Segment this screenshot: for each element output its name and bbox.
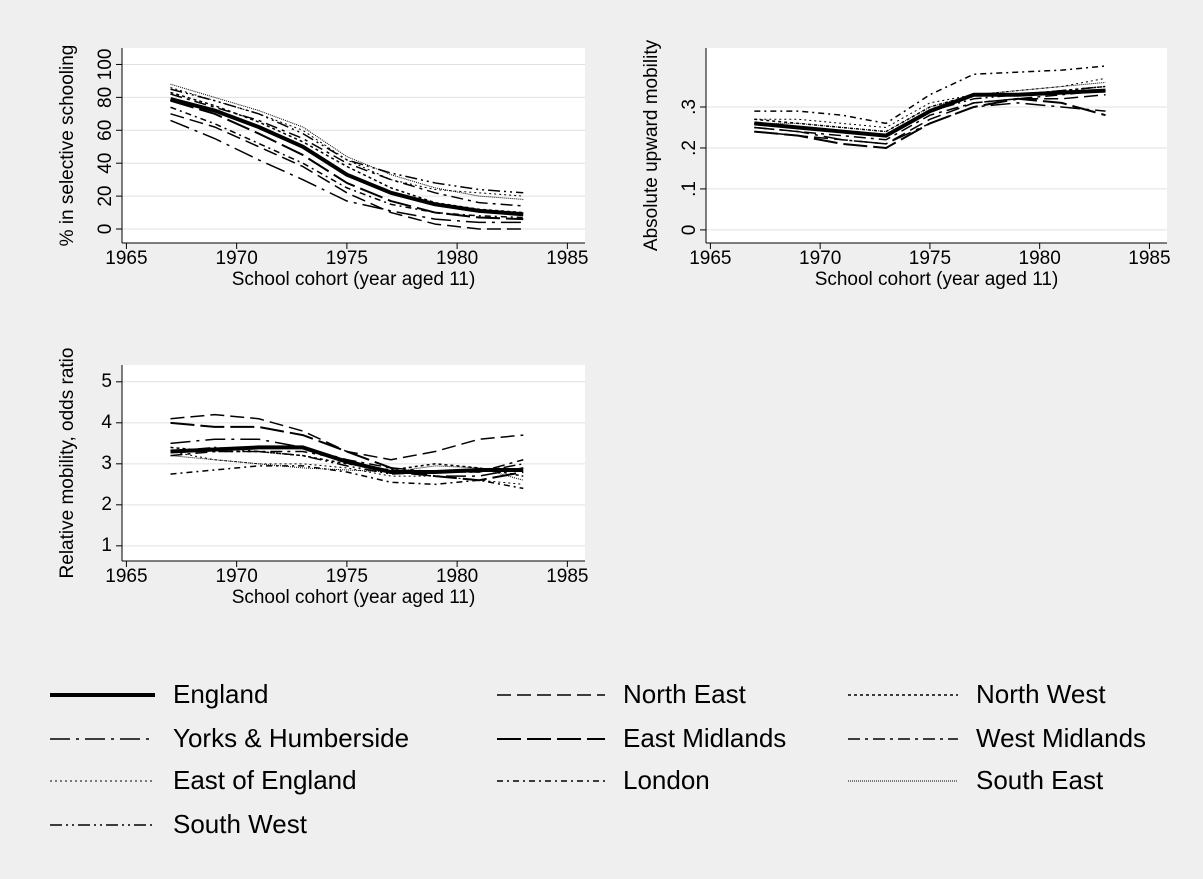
x-tick-label: 1985 [1128,248,1170,269]
plot-area [122,48,585,243]
legend-label: South West [173,809,308,839]
series-line [170,93,524,207]
series-line [170,106,524,219]
series-line [170,88,524,194]
series-line [170,83,524,200]
y-tick-label: 3 [101,453,112,474]
series-line [170,119,524,224]
y-tick-label: .3 [679,99,700,115]
y-tick-label: 40 [95,153,116,174]
x-tick-label: 1980 [1019,248,1061,269]
x-tick-label: 1975 [909,248,951,269]
legend-label: North East [623,679,747,709]
series-line [170,465,524,490]
legend-label: North West [976,679,1106,709]
x-axis-title: School cohort (year aged 11) [232,587,476,608]
series-line [170,450,524,473]
series-line [754,93,1106,145]
x-axis-title: School cohort (year aged 11) [232,269,476,290]
series-line [754,97,1106,149]
y-tick-label: 80 [95,87,116,108]
series-line [754,65,1106,125]
legend-label: East of England [173,765,357,795]
legend-label: London [623,765,710,795]
legend-label: England [173,679,268,709]
y-axis-title: Absolute upward mobility [641,39,662,251]
y-tick-label: 0 [95,224,116,235]
y-tick-label: 0 [679,225,700,236]
y-tick-label: .1 [679,181,700,197]
x-tick-label: 1985 [546,566,588,587]
x-tick-label: 1965 [105,248,147,269]
x-tick-label: 1980 [436,248,478,269]
y-tick-label: 5 [101,371,112,392]
y-tick-label: 2 [101,494,112,515]
x-tick-label: 1975 [326,248,368,269]
x-tick-label: 1970 [799,248,841,269]
x-axis-title: School cohort (year aged 11) [815,269,1059,290]
legend-label: South East [976,765,1104,795]
y-tick-label: 60 [95,120,116,141]
legend-label: West Midlands [976,723,1146,753]
y-axis-title: Relative mobility, odds ratio [57,348,78,579]
x-tick-label: 1980 [436,566,478,587]
series-line [170,446,524,475]
legend-label: East Midlands [623,723,786,753]
series-line [754,77,1106,128]
series-line [170,99,524,221]
series-line [754,89,1106,141]
series-line [169,97,524,217]
x-tick-label: 1965 [105,566,147,587]
y-axis-title: % in selective schooling [57,45,78,247]
x-tick-label: 1970 [216,248,258,269]
series-line [170,446,524,477]
y-tick-label: 20 [95,186,116,207]
x-tick-label: 1965 [689,248,731,269]
y-tick-label: 1 [101,535,112,556]
x-tick-label: 1970 [216,566,258,587]
series-line [754,85,1106,137]
series-line [754,81,1106,133]
y-tick-label: .2 [679,140,700,156]
plot-area [706,48,1167,243]
y-tick-label: 100 [95,49,116,81]
series-line [170,451,524,485]
x-tick-label: 1975 [326,566,368,587]
legend-label: Yorks & Humberside [173,723,409,753]
y-tick-label: 4 [101,412,112,433]
series-line [170,113,524,230]
x-tick-label: 1985 [546,248,588,269]
